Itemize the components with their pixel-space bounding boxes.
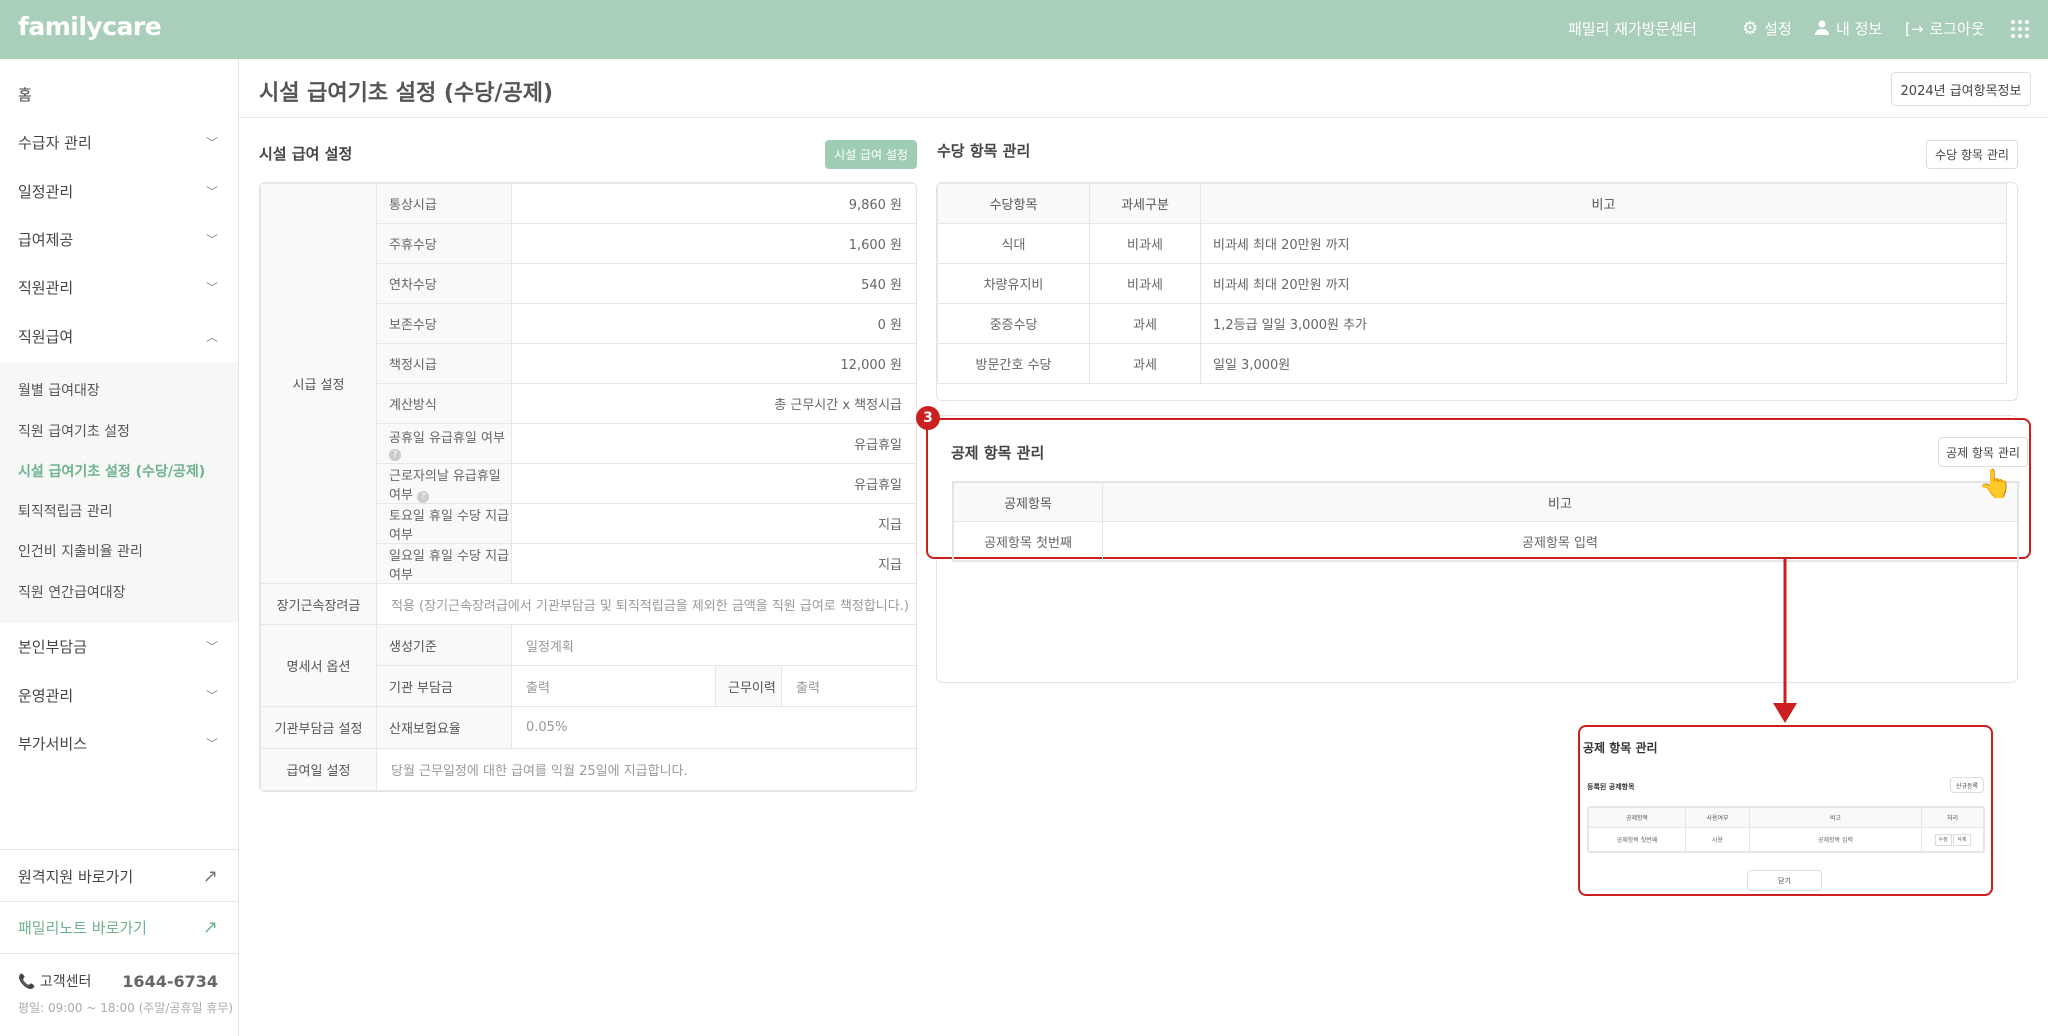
chevron-down-icon: ﹀	[205, 233, 218, 247]
header-note: 비고	[1200, 183, 2007, 224]
new-deduction-button[interactable]: 신규등록	[1950, 777, 1984, 793]
table-row: 책정시급 12,000 원	[261, 343, 916, 384]
chevron-up-icon: ︿	[205, 330, 218, 344]
logo[interactable]: familycare	[18, 12, 162, 41]
cs-hours: 평일: 09:00 ~ 18:00 (주말/공휴일 휴무)	[18, 1001, 234, 1015]
sidebar-item[interactable]: 급여제공 ﹀	[18, 231, 218, 249]
deduction-section-title: 공제 항목 관리	[951, 444, 1045, 462]
arrow-up-right-icon: ↗	[202, 917, 218, 938]
phone-icon: 📞	[18, 974, 36, 990]
chevron-down-icon: ﹀	[205, 281, 218, 295]
page-title: 시설 급여기초 설정 (수당/공제)	[259, 81, 554, 106]
customer-center: 📞 고객센터 1644-6734	[18, 971, 218, 991]
submenu-panel	[0, 362, 238, 623]
edit-button[interactable]: 수정	[1934, 834, 1952, 846]
sidebar-subitem[interactable]: 직원 연간급여대장	[18, 585, 126, 601]
header-deduction-item: 공제항목	[953, 482, 1103, 522]
table-row: 일요일 휴일 수당 지급 여부 지급	[261, 543, 916, 584]
apps-grid-icon[interactable]	[2010, 19, 2030, 43]
sidebar-subitem[interactable]: 직원 급여기초 설정	[18, 424, 130, 440]
center-name: 패밀리 재가방문센터	[1568, 20, 1697, 38]
hand-pointer-icon: 👆	[1978, 467, 2013, 500]
allowance-table: 수당항목 과세구분 비고 식대 비과세 비과세 최대 20만원 까지 차량유지비 비과세 비과…	[936, 182, 2018, 401]
sidebar-item[interactable]: 부가서비스 ﹀	[18, 735, 218, 753]
sidebar-item[interactable]: 본인부담금 ﹀	[18, 638, 218, 656]
salary-info-button[interactable]: 2024년 급여항목정보	[1891, 72, 2031, 106]
sidebar-subitem[interactable]: 퇴직적립금 관리	[18, 504, 113, 520]
sidebar-subitem[interactable]: 시설 급여기초 설정 (수당/공제)	[18, 464, 206, 480]
table-row: 공제항목 첫번째 공제항목 입력	[953, 521, 2018, 561]
facility-section-title: 시설 급여 설정	[259, 145, 353, 163]
table-row: 식대 비과세 비과세 최대 20만원 까지	[937, 223, 2007, 264]
step-badge: 3	[916, 406, 940, 430]
header-tax-type: 과세구분	[1089, 183, 1201, 224]
deduction-manage-button[interactable]: 공제 항목 관리	[1938, 437, 2028, 467]
remote-support-link[interactable]: 원격지원 바로가기 ↗	[18, 866, 218, 887]
deduction-highlight: 공제 항목 관리 공제 항목 관리 공제항목 비고 공제항목 첫번째 공제항목 입력…	[926, 418, 2031, 562]
modal-subtitle: 등록된 공제항목	[1587, 783, 1635, 791]
allowance-section-title: 수당 항목 관리	[937, 142, 1031, 160]
table-row: 토요일 휴일 수당 지급 여부 지급	[261, 503, 916, 544]
deduction-modal-preview: 공제 항목 관리 등록된 공제항목 신규등록 공제항목 사용여부 비고 처리 공제항목…	[1578, 725, 1993, 896]
sidebar-item[interactable]: 직원급여 ︿	[18, 328, 218, 346]
chevron-down-icon: ﹀	[205, 640, 218, 654]
arrow-down-icon	[1773, 559, 1797, 723]
allowance-manage-button[interactable]: 수당 항목 관리	[1926, 140, 2018, 169]
facility-settings-table: 시급 설정 통상시급 9,860 원 주휴수당 1,600 원 연차수당 540 원 보존수당…	[259, 182, 917, 792]
close-button[interactable]: 닫기	[1747, 870, 1822, 891]
sidebar-item[interactable]: 수급자 관리 ﹀	[18, 134, 218, 152]
chevron-down-icon: ﹀	[205, 185, 218, 199]
arrow-up-right-icon: ↗	[202, 866, 218, 887]
sidebar-item[interactable]: 일정관리 ﹀	[18, 183, 218, 201]
header-note: 비고	[1102, 482, 2018, 522]
table-row: 주휴수당 1,600 원	[261, 223, 916, 264]
table-row: 보존수당 0 원	[261, 303, 916, 344]
table-row: 차량유지비 비과세 비과세 최대 20만원 까지	[937, 263, 2007, 304]
table-row: 연차수당 540 원	[261, 263, 916, 304]
logout-link[interactable]: [→ 로그아웃	[1905, 19, 1985, 39]
user-icon	[1814, 19, 1830, 39]
table-row: 공제항목 첫번째 사용 공제항목 입력 수정 삭제	[1588, 827, 1984, 852]
logout-icon: [→	[1905, 19, 1924, 38]
my-info-link[interactable]: 내 정보	[1814, 18, 1882, 39]
table-row: 근로자의날 유급휴일 여부 ? 유급휴일	[261, 463, 916, 504]
cs-phone: 1644-6734	[122, 971, 218, 991]
settings-link[interactable]: ⚙ 설정	[1742, 18, 1792, 39]
table-row: 방문간호 수당 과세 일일 3,000원	[937, 343, 2007, 384]
sidebar-subitem[interactable]: 인건비 지출비율 관리	[18, 544, 143, 560]
family-note-link[interactable]: 패밀리노트 바로가기 ↗	[18, 917, 218, 938]
help-icon[interactable]: ?	[417, 490, 430, 503]
header-allowance-item: 수당항목	[937, 183, 1090, 224]
chevron-down-icon: ﹀	[205, 737, 218, 751]
table-row: 중증수당 과세 1,2등급 일일 3,000원 추가	[937, 303, 2007, 344]
sidebar-subitem[interactable]: 월별 급여대장	[18, 383, 100, 399]
delete-button[interactable]: 삭제	[1953, 834, 1971, 846]
top-header: familycare 패밀리 재가방문센터 ⚙ 설정 내 정보 [→ 로그아웃	[0, 0, 2048, 59]
title-bar: 시설 급여기초 설정 (수당/공제) 2024년 급여항목정보	[239, 59, 2048, 118]
chevron-down-icon: ﹀	[205, 136, 218, 150]
sidebar-item[interactable]: 직원관리 ﹀	[18, 279, 218, 297]
sidebar-item[interactable]: 홈	[18, 86, 32, 104]
facility-settings-button[interactable]: 시설 급여 설정	[825, 140, 917, 169]
table-row: 공휴일 유급휴일 여부 ? 유급휴일	[261, 423, 916, 464]
sidebar-item[interactable]: 운영관리 ﹀	[18, 687, 218, 705]
chevron-down-icon: ﹀	[205, 689, 218, 703]
help-icon[interactable]: ?	[389, 448, 401, 461]
gear-icon: ⚙	[1742, 18, 1759, 39]
table-row: 시급 설정 통상시급 9,860 원	[260, 183, 916, 584]
modal-title: 공제 항목 관리	[1583, 741, 1658, 755]
